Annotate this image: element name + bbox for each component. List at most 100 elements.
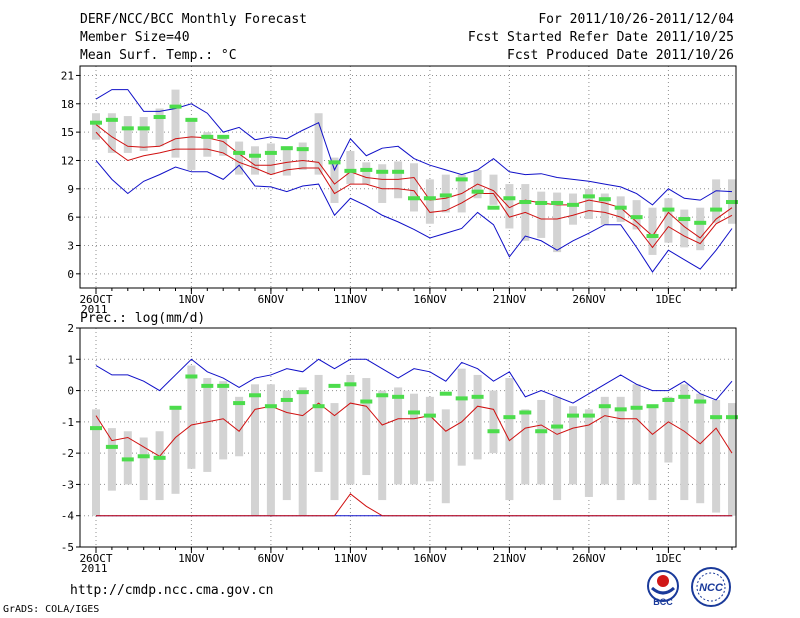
source-url[interactable]: http://cmdp.ncc.cma.gov.cn (70, 583, 274, 598)
observed-marker (423, 196, 436, 201)
y-tick-label: 2 (67, 322, 74, 335)
observed-marker (264, 404, 277, 409)
ensemble-box (378, 164, 387, 203)
precip-title: Prec.: log(mm/d) (80, 311, 205, 326)
observed-marker (455, 396, 468, 401)
ensemble-box (282, 146, 291, 176)
observed-marker (153, 455, 166, 460)
x-tick-label: 16NOV (413, 293, 446, 306)
ensemble-box (696, 393, 705, 504)
ensemble-box (394, 387, 403, 485)
x-tick-label: 6NOV (258, 552, 285, 565)
observed-marker (503, 196, 516, 201)
ensemble-box (266, 384, 275, 516)
x-tick-label: 21NOV (493, 552, 526, 565)
x-tick-label: 1NOV (178, 552, 205, 565)
observed-marker (121, 126, 134, 131)
series-p75-line (95, 402, 733, 457)
forecast-produced-date: Fcst Produced Date 2011/10/26 (507, 48, 734, 63)
ensemble-box (712, 399, 721, 513)
observed-marker (169, 104, 182, 109)
x-tick-sublabel: 2011 (81, 303, 108, 316)
observed-marker (328, 383, 341, 388)
observed-marker (598, 197, 611, 202)
ensemble-box (505, 184, 514, 229)
forecast-period: For 2011/10/26-2011/12/04 (538, 12, 734, 27)
observed-marker (280, 397, 293, 402)
ensemble-box (553, 192, 562, 253)
forecast-start-date: Fcst Started Refer Date 2011/10/25 (467, 30, 734, 45)
observed-marker (408, 196, 420, 201)
y-tick-label: -2 (61, 447, 74, 460)
ncc-logo: NCC (691, 567, 731, 607)
observed-marker (344, 382, 357, 387)
y-tick-label: 0 (67, 268, 74, 281)
ensemble-box (235, 396, 244, 457)
series-p25-line (96, 493, 732, 517)
ensemble-box (425, 179, 434, 224)
observed-marker (423, 413, 436, 418)
y-tick-label: 9 (67, 183, 74, 196)
observed-marker (646, 404, 659, 409)
observed-marker (694, 220, 707, 225)
observed-marker (646, 234, 659, 239)
observed-marker (249, 393, 261, 398)
x-tick-label: 26OCT (79, 552, 112, 565)
ensemble-box (235, 141, 244, 175)
ensemble-box (505, 378, 514, 501)
observed-marker (90, 426, 102, 431)
ensemble-box (648, 406, 657, 501)
y-tick-label: 1 (67, 353, 74, 366)
ensemble-box (457, 368, 466, 466)
y-tick-label: 18 (61, 98, 74, 111)
observed-marker (312, 404, 325, 409)
ensemble-box (155, 108, 164, 147)
observed-marker (503, 415, 516, 420)
x-tick-label: 6NOV (258, 293, 285, 306)
ensemble-box (537, 191, 546, 238)
member-size-label: Member Size=40 (80, 30, 190, 45)
ensemble-box (728, 403, 736, 516)
plot-frame (79, 327, 737, 548)
ensemble-box (680, 384, 689, 501)
x-tick-label: 26NOV (572, 552, 605, 565)
observed-marker (121, 457, 134, 462)
observed-marker (471, 394, 484, 399)
ensemble-box (298, 142, 307, 170)
ensemble-box (600, 396, 609, 485)
observed-marker (105, 444, 118, 449)
x-tick-label: 21NOV (493, 293, 526, 306)
ensemble-box (314, 374, 323, 472)
observed-marker (455, 177, 468, 182)
ensemble-box (362, 162, 371, 185)
ensemble-box (600, 193, 609, 225)
ensemble-box (569, 406, 577, 485)
observed-marker (662, 207, 675, 212)
observed-marker (662, 397, 675, 402)
observed-marker (439, 391, 452, 396)
ensemble-box (616, 396, 625, 501)
ensemble-box (584, 188, 593, 220)
observed-marker (185, 117, 198, 122)
y-tick-label: -3 (61, 478, 74, 491)
ensemble-box (251, 384, 259, 516)
ensemble-box (712, 179, 721, 223)
ensemble-box (203, 132, 212, 157)
observed-marker (535, 429, 548, 434)
observed-marker (296, 390, 309, 395)
ensemble-box (187, 117, 196, 170)
ensemble-box (441, 409, 450, 504)
observed-marker (137, 454, 150, 459)
x-tick-label: 11NOV (334, 552, 367, 565)
observed-marker (439, 193, 452, 198)
ensemble-box (362, 378, 371, 476)
ensemble-box (537, 399, 546, 485)
ensemble-box (187, 365, 196, 469)
grads-credit: GrADS: COLA/IGES (3, 604, 100, 615)
series-upper-line (95, 358, 733, 404)
y-tick-label: 3 (67, 239, 74, 252)
observed-marker (519, 200, 532, 205)
ensemble-box (569, 193, 577, 225)
observed-marker (105, 117, 118, 122)
